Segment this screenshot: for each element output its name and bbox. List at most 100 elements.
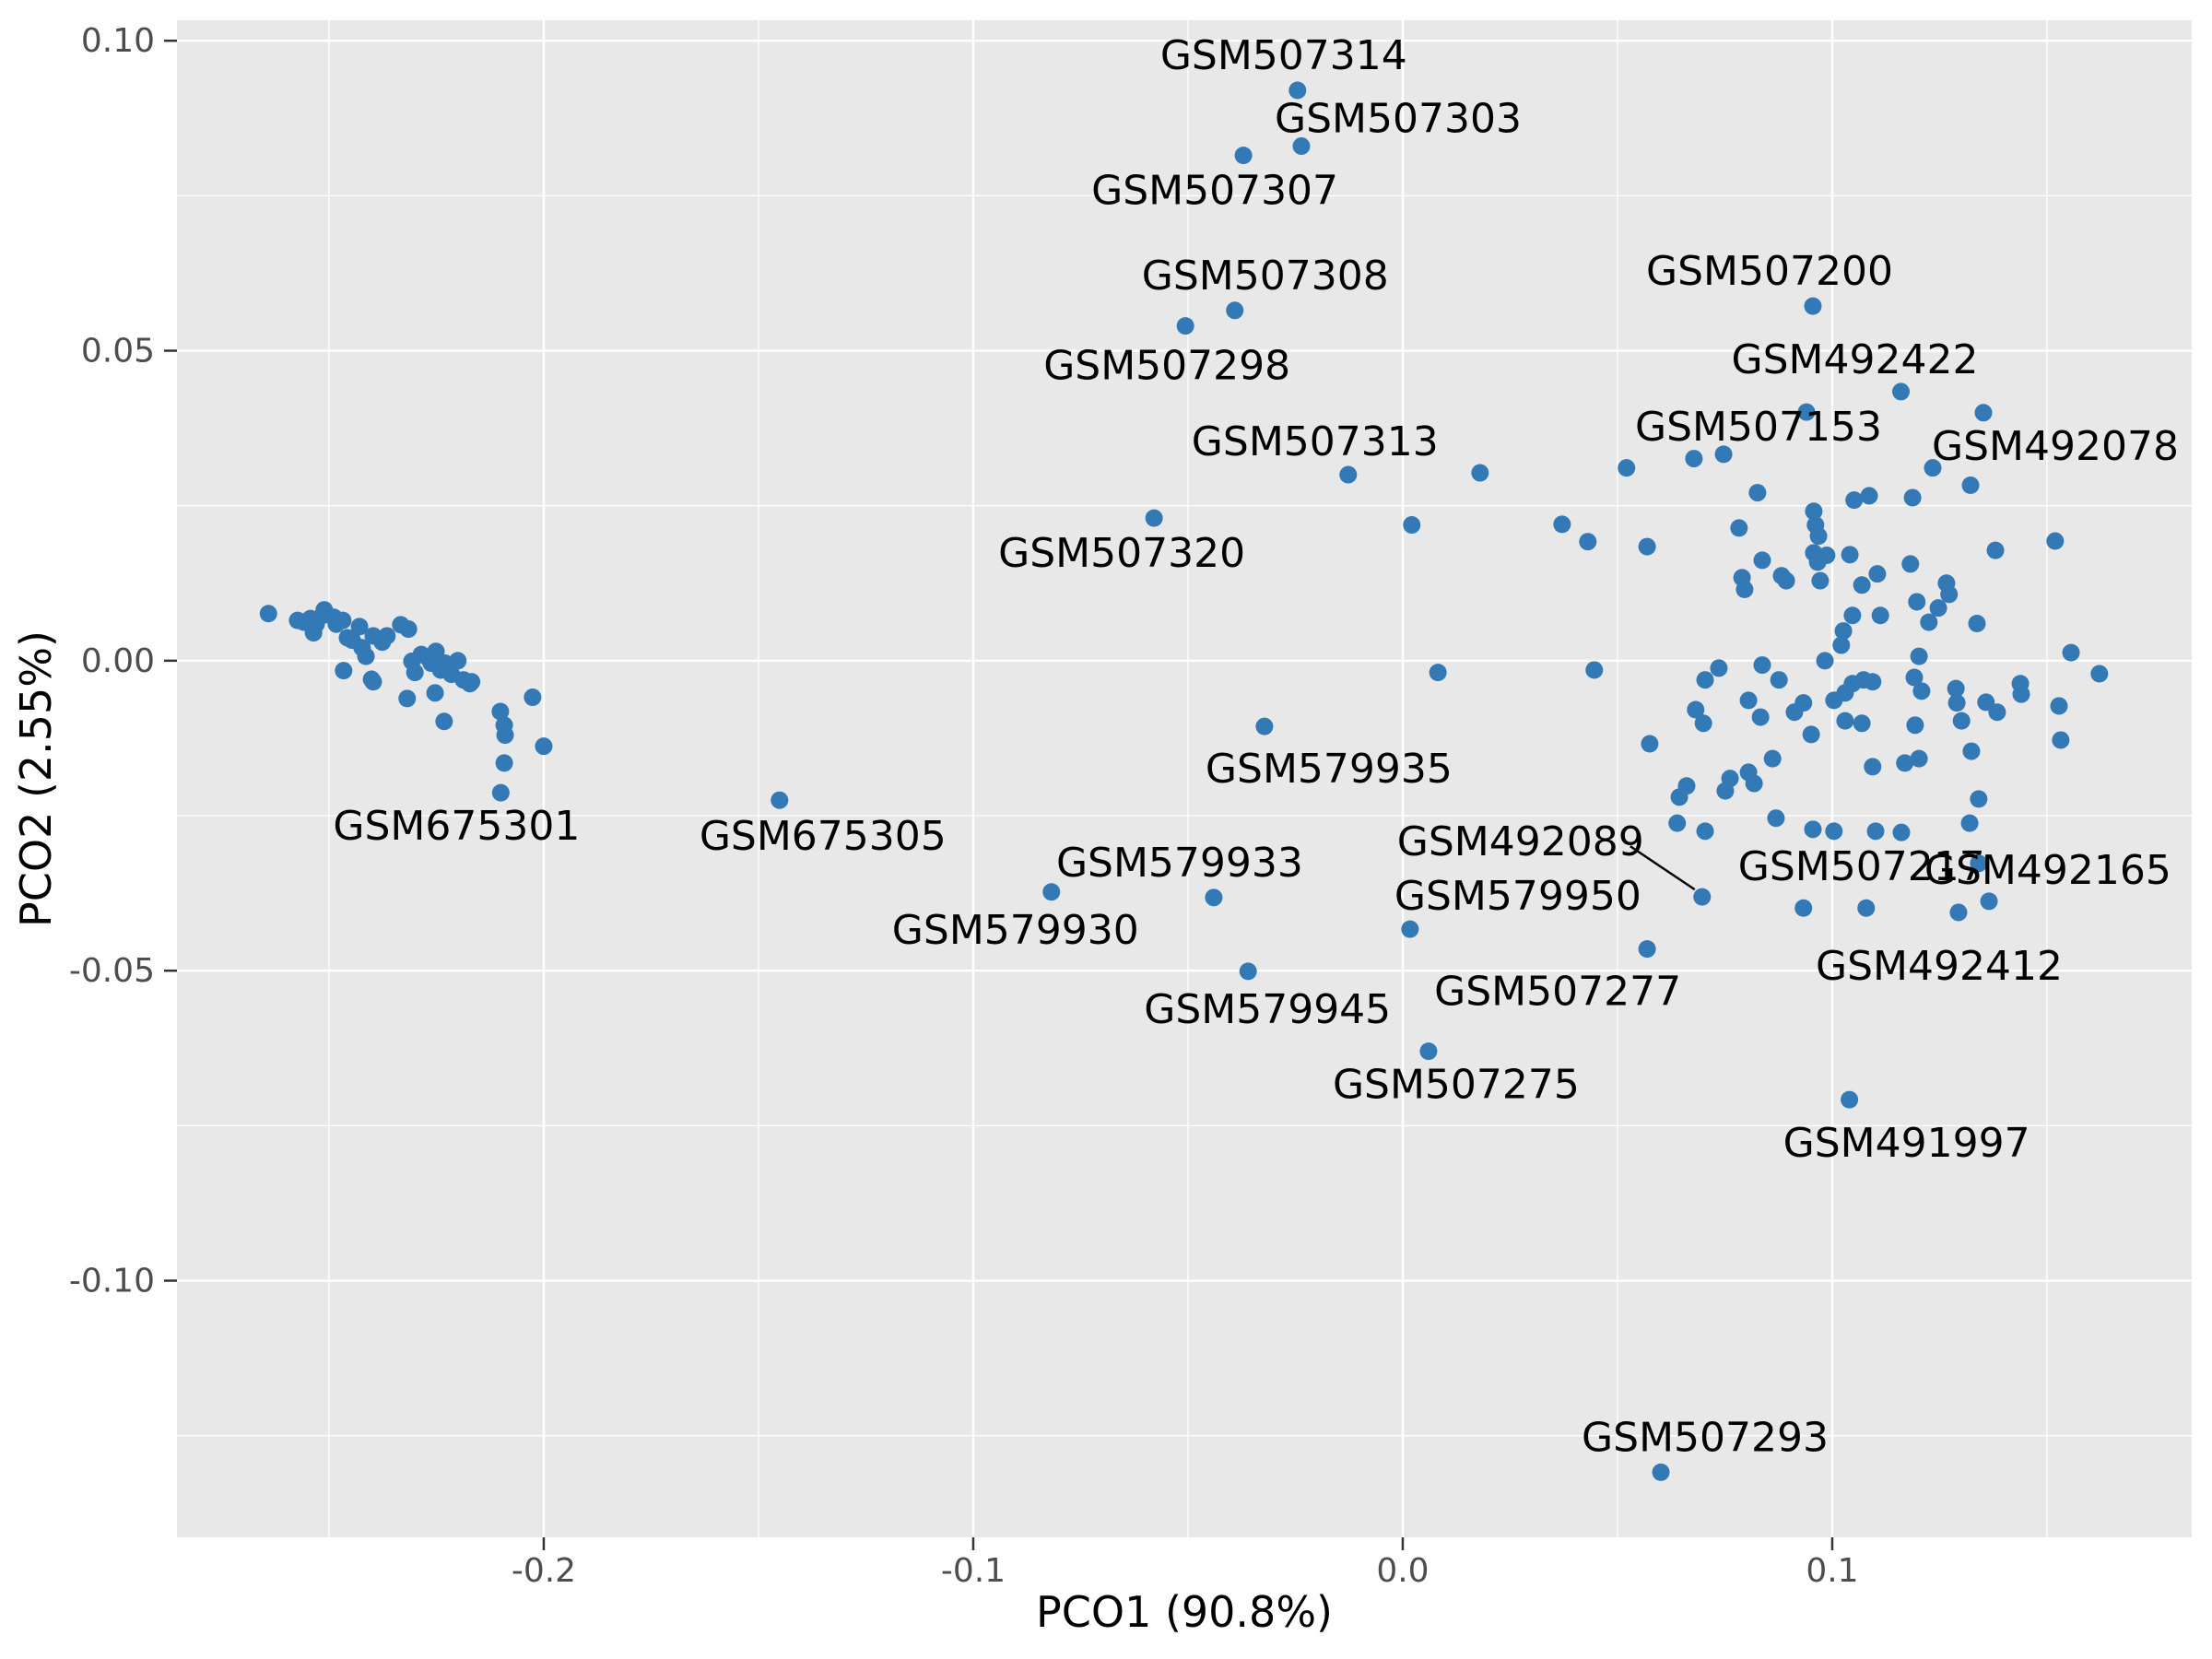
- data-point: [1234, 147, 1253, 165]
- point-label: GSM579930: [892, 907, 1139, 954]
- data-point: [1339, 465, 1358, 484]
- data-point: [1864, 758, 1882, 776]
- data-point: [1042, 883, 1061, 901]
- data-point: [1845, 491, 1864, 510]
- data-point: [1401, 920, 1419, 938]
- data-point: [1652, 1463, 1670, 1481]
- data-point: [1949, 903, 1968, 922]
- data-point: [1696, 671, 1714, 689]
- data-point: [406, 664, 424, 682]
- data-point: [1668, 814, 1687, 832]
- data-point: [399, 620, 418, 639]
- data-point: [1403, 516, 1421, 535]
- data-point: [1205, 888, 1223, 907]
- data-point: [1288, 81, 1307, 100]
- x-tick-label: 0.1: [1806, 1552, 1858, 1590]
- data-point: [1809, 527, 1828, 546]
- data-point: [1694, 714, 1712, 733]
- point-label: GSM507313: [1192, 418, 1439, 465]
- point-label: GSM507200: [1646, 248, 1893, 295]
- y-tick-label: 0.05: [81, 333, 155, 371]
- data-point: [1834, 622, 1853, 641]
- data-point: [1794, 694, 1813, 712]
- x-tick-label: -0.1: [941, 1552, 1006, 1590]
- data-point: [1753, 551, 1771, 570]
- data-point: [304, 624, 323, 642]
- point-label: GSM507303: [1275, 96, 1522, 143]
- data-point: [1735, 581, 1754, 599]
- data-point: [364, 673, 382, 691]
- data-point: [1292, 137, 1311, 156]
- y-tick-label: 0.00: [81, 642, 155, 680]
- point-label: GSM579933: [1056, 840, 1303, 887]
- data-point: [1832, 636, 1851, 654]
- data-point: [771, 791, 789, 809]
- label-leader-line: [1630, 845, 1696, 891]
- data-point: [1687, 700, 1705, 719]
- data-point: [1988, 703, 2006, 722]
- data-point: [1903, 488, 1922, 507]
- x-axis-title: PCO1 (90.8%): [1036, 1587, 1333, 1637]
- data-point: [1641, 735, 1659, 753]
- data-point: [1906, 716, 1924, 735]
- data-point: [1751, 708, 1770, 726]
- point-label: GSM492422: [1732, 336, 1979, 383]
- data-point: [461, 675, 479, 693]
- data-point: [1940, 585, 1959, 604]
- data-point: [1255, 717, 1274, 735]
- data-point: [1853, 576, 1871, 594]
- point-label: GSM507320: [998, 530, 1245, 577]
- data-point: [1912, 682, 1931, 700]
- data-point: [2046, 532, 2065, 550]
- data-point: [449, 652, 467, 670]
- data-point: [1419, 1042, 1438, 1061]
- data-point: [1952, 712, 1971, 730]
- point-label: GSM492089: [1397, 818, 1644, 865]
- data-point: [1960, 814, 1979, 832]
- data-point: [1962, 742, 1981, 760]
- data-point: [1805, 502, 1823, 521]
- data-point: [1977, 693, 1995, 712]
- data-point: [1816, 652, 1834, 670]
- data-point: [1892, 823, 1911, 841]
- data-point: [1239, 962, 1257, 981]
- data-point: [259, 605, 277, 623]
- data-point: [1970, 790, 1988, 808]
- data-point: [1871, 606, 1889, 625]
- data-point: [1714, 445, 1733, 464]
- data-point: [1804, 297, 1822, 315]
- point-label: GSM507275: [1333, 1062, 1580, 1109]
- data-point: [1868, 565, 1887, 583]
- data-point: [1794, 899, 1813, 917]
- data-point: [1905, 668, 1924, 687]
- data-point: [1226, 301, 1244, 320]
- data-point: [378, 627, 396, 645]
- data-point: [1767, 809, 1785, 828]
- data-point: [1753, 656, 1771, 675]
- data-point: [1763, 749, 1782, 768]
- data-point: [1811, 571, 1830, 590]
- data-point: [1968, 614, 1986, 632]
- data-point: [1471, 464, 1489, 482]
- point-label: GSM579950: [1394, 873, 1641, 920]
- data-point: [1585, 661, 1604, 679]
- data-point: [1908, 593, 1926, 611]
- data-point: [2052, 731, 2070, 749]
- data-point: [1553, 515, 1571, 534]
- data-point: [1947, 679, 1965, 698]
- point-label: GSM507307: [1091, 168, 1338, 215]
- data-point: [1638, 537, 1656, 556]
- data-point: [1721, 770, 1739, 788]
- point-label: GSM507217: [1738, 843, 1985, 890]
- data-point: [334, 611, 352, 629]
- data-point: [2012, 685, 2030, 703]
- y-tick-label: -0.05: [69, 952, 155, 990]
- data-point: [1797, 403, 1816, 421]
- y-tick-label: -0.10: [69, 1263, 155, 1300]
- data-point: [1176, 317, 1194, 335]
- x-tick-label: 0.0: [1376, 1552, 1429, 1590]
- data-point: [1864, 673, 1882, 691]
- data-point: [398, 689, 417, 708]
